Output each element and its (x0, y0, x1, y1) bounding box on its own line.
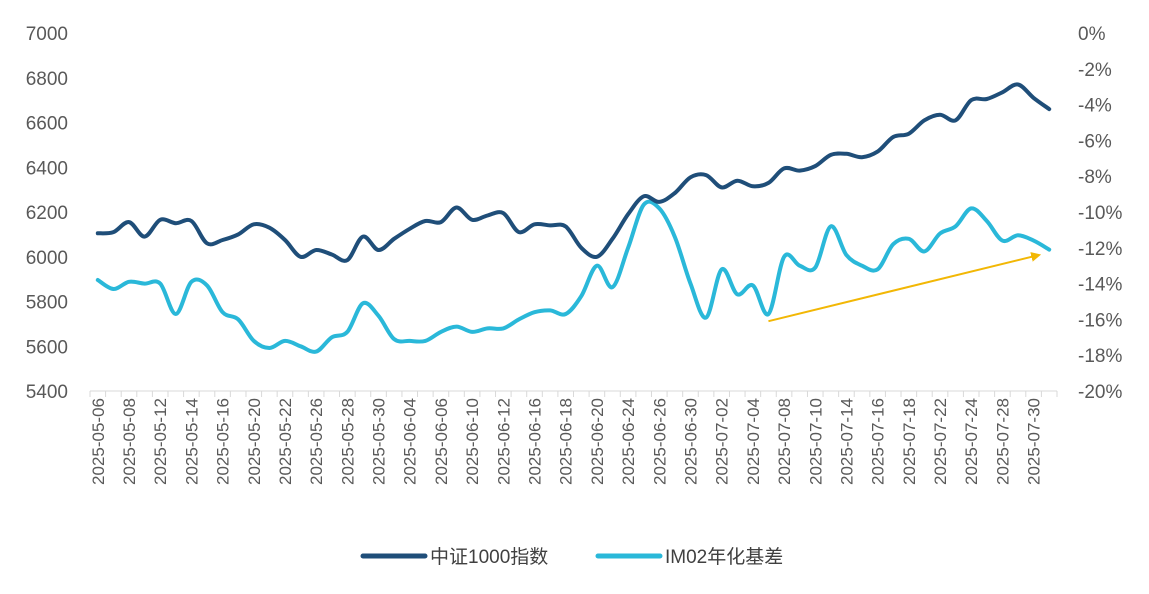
y-left-tick-label: 6800 (26, 69, 68, 90)
y-right-tick-label: -8% (1078, 167, 1112, 188)
y-right-tick-label: -20% (1078, 382, 1122, 403)
x-tick-label: 2025-06-10 (463, 398, 482, 485)
x-tick-label: 2025-07-14 (837, 398, 856, 485)
y-right-tick-label: -18% (1078, 346, 1122, 367)
y-right-tick-label: 0% (1078, 24, 1106, 45)
x-tick-label: 2025-07-22 (931, 398, 950, 485)
x-tick-label: 2025-06-12 (494, 398, 513, 485)
y-right-tick-label: -14% (1078, 275, 1122, 296)
x-tick-label: 2025-07-18 (900, 398, 919, 485)
y-left-tick-label: 5400 (26, 382, 68, 403)
x-tick-label: 2025-05-22 (276, 398, 295, 485)
x-tick-label: 2025-06-04 (401, 398, 420, 485)
x-tick-label: 2025-06-24 (619, 398, 638, 485)
y-right-tick-label: -16% (1078, 310, 1122, 331)
trend-arrow (768, 252, 1042, 323)
y-right-tick-label: -10% (1078, 203, 1122, 224)
x-tick-label: 2025-06-16 (526, 398, 545, 485)
x-tick-label: 2025-06-26 (650, 398, 669, 485)
x-tick-label: 2025-07-28 (993, 398, 1012, 485)
x-tick-label: 2025-07-08 (775, 398, 794, 485)
x-tick-label: 2025-07-10 (806, 398, 825, 485)
y-left-tick-label: 6000 (26, 248, 68, 269)
x-tick-label: 2025-07-30 (1025, 398, 1044, 485)
x-tick-label: 2025-05-16 (214, 398, 233, 485)
x-tick-label: 2025-06-06 (432, 398, 451, 485)
x-tick-label: 2025-07-04 (744, 398, 763, 485)
x-tick-label: 2025-06-18 (557, 398, 576, 485)
y-left-tick-label: 5600 (26, 337, 68, 358)
y-right-tick-label: -6% (1078, 131, 1112, 152)
y-left-tick-label: 6400 (26, 158, 68, 179)
y-right-tick-label: -4% (1078, 96, 1112, 117)
x-tick-label: 2025-07-24 (962, 398, 981, 485)
y-right-axis: -20% -18% -16% -14% -12% -10% -8% -6% -4% -2% 0% (1078, 24, 1122, 403)
series-lines (95, 82, 1052, 354)
x-tick-label: 2025-06-20 (588, 398, 607, 485)
x-tick-label: 2025-05-08 (120, 398, 139, 485)
x-tick-label: 2025-05-20 (245, 398, 264, 485)
x-tick-label: 2025-07-16 (869, 398, 888, 485)
y-left-tick-label: 7000 (26, 24, 68, 45)
x-tick-label: 2025-05-12 (151, 398, 170, 485)
legend: 中证1000指数 IM02年化基差 (360, 546, 783, 568)
y-right-tick-label: -2% (1078, 60, 1112, 81)
series-line-1 (95, 82, 1052, 263)
x-tick-label: 2025-05-06 (89, 398, 108, 485)
y-left-tick-label: 6200 (26, 203, 68, 224)
y-left-tick-label: 5800 (26, 293, 68, 314)
x-tick-label: 2025-05-14 (182, 398, 201, 485)
y-left-tick-label: 6600 (26, 114, 68, 135)
x-tick-label: 2025-05-26 (307, 398, 326, 485)
x-tick-label: 2025-07-02 (713, 398, 732, 485)
x-tick-label: 2025-05-30 (370, 398, 389, 485)
legend-label-series-1: 中证1000指数 (430, 546, 548, 568)
legend-label-series-2: IM02年化基差 (665, 546, 783, 568)
series-line-2 (95, 199, 1052, 354)
y-right-tick-label: -12% (1078, 239, 1122, 260)
x-tick-label: 2025-05-28 (338, 398, 357, 485)
y-left-axis: 5400 5600 5800 6000 6200 6400 6600 6800 7000 (26, 24, 68, 403)
x-axis: 2025-05-06 2025-05-08 2025-05-12 2025-05-14… (89, 391, 1058, 485)
x-tick-label: 2025-06-30 (681, 398, 700, 485)
